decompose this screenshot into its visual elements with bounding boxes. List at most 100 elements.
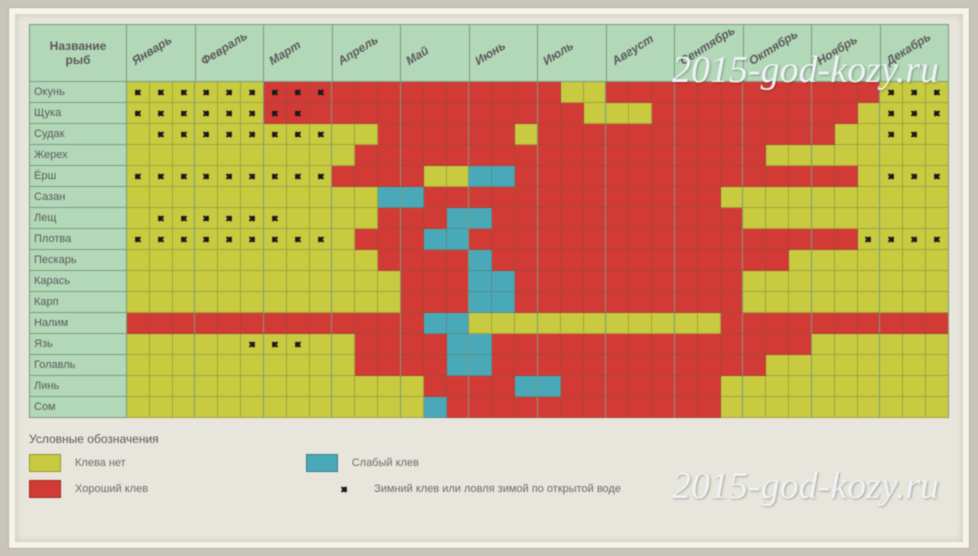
data-cell <box>218 145 241 166</box>
data-cell <box>515 229 538 250</box>
data-cell <box>538 82 561 103</box>
month-header: Январь <box>127 24 196 82</box>
data-cells <box>127 334 949 355</box>
data-cell <box>310 166 333 187</box>
data-cell <box>401 292 424 313</box>
data-cell <box>903 271 926 292</box>
data-cell <box>766 250 789 271</box>
data-cell <box>652 271 675 292</box>
fish-row: Щука <box>29 103 949 124</box>
data-cell <box>926 145 949 166</box>
data-cell <box>812 271 835 292</box>
data-cell <box>743 250 766 271</box>
data-cell <box>652 124 675 145</box>
data-cell <box>629 376 652 397</box>
data-cell <box>355 376 378 397</box>
data-cell <box>766 271 789 292</box>
month-label: Декабрь <box>883 29 933 67</box>
data-cell <box>173 229 196 250</box>
data-cell <box>584 145 607 166</box>
data-cell <box>903 166 926 187</box>
data-cell <box>743 82 766 103</box>
data-cell <box>515 145 538 166</box>
data-cell <box>401 145 424 166</box>
data-cell <box>492 166 515 187</box>
data-cells <box>127 355 949 376</box>
data-cell <box>447 103 470 124</box>
data-cell <box>789 292 812 313</box>
month-header: Февраль <box>196 24 265 82</box>
fish-name-cell: Пескарь <box>29 250 127 271</box>
winter-dot-icon <box>295 342 300 347</box>
data-cell <box>743 103 766 124</box>
data-cell <box>858 376 881 397</box>
data-cell <box>401 187 424 208</box>
data-cells <box>127 124 949 145</box>
data-cell <box>858 355 881 376</box>
fish-row: Лещ <box>29 208 949 229</box>
data-cell <box>241 355 264 376</box>
data-cell <box>195 229 218 250</box>
month-label: Ноябрь <box>814 32 860 68</box>
data-cell <box>835 187 858 208</box>
data-cell <box>492 376 515 397</box>
data-cell <box>515 313 538 334</box>
data-cell <box>743 271 766 292</box>
data-cell <box>515 166 538 187</box>
winter-dot-icon <box>181 132 186 137</box>
data-cell <box>332 313 355 334</box>
data-cell <box>150 397 173 418</box>
data-cell <box>515 103 538 124</box>
month-label: Март <box>266 38 303 68</box>
data-cell <box>812 187 835 208</box>
data-cell <box>675 166 698 187</box>
data-cell <box>880 166 903 187</box>
data-cell <box>903 292 926 313</box>
data-cell <box>264 271 287 292</box>
data-cell <box>812 292 835 313</box>
data-cell <box>675 313 698 334</box>
data-cell <box>880 103 903 124</box>
data-cell <box>675 397 698 418</box>
data-cell <box>332 124 355 145</box>
data-cell <box>378 271 401 292</box>
data-cell <box>173 334 196 355</box>
data-cell <box>721 250 744 271</box>
data-cell <box>835 355 858 376</box>
data-cell <box>332 292 355 313</box>
data-cell <box>150 376 173 397</box>
data-cell <box>173 208 196 229</box>
fish-row: Сазан <box>29 187 949 208</box>
data-cell <box>515 355 538 376</box>
data-cell <box>378 397 401 418</box>
data-cell <box>378 313 401 334</box>
data-cell <box>447 187 470 208</box>
winter-dot-icon <box>318 174 323 179</box>
data-cell <box>789 334 812 355</box>
data-cell <box>424 103 447 124</box>
data-cell <box>880 313 903 334</box>
data-cell <box>835 334 858 355</box>
data-cell <box>401 166 424 187</box>
winter-dot-icon <box>250 216 255 221</box>
data-cell <box>880 271 903 292</box>
legend: Условные обозначения Клева нет Слабый кл… <box>29 432 949 498</box>
winter-dot-icon <box>272 342 277 347</box>
winter-dot-icon <box>227 237 232 242</box>
data-cell <box>629 313 652 334</box>
data-cell <box>173 145 196 166</box>
winter-dot-icon <box>934 111 939 116</box>
data-cell <box>218 124 241 145</box>
data-cell <box>652 334 675 355</box>
data-cell <box>880 124 903 145</box>
data-cell <box>447 271 470 292</box>
data-cell <box>264 229 287 250</box>
data-cell <box>903 208 926 229</box>
data-cell <box>835 313 858 334</box>
data-cell <box>241 166 264 187</box>
data-cell <box>447 208 470 229</box>
fish-name-cell: Налим <box>29 313 127 334</box>
data-cell <box>766 292 789 313</box>
data-cell <box>264 82 287 103</box>
winter-dot-icon <box>135 111 140 116</box>
